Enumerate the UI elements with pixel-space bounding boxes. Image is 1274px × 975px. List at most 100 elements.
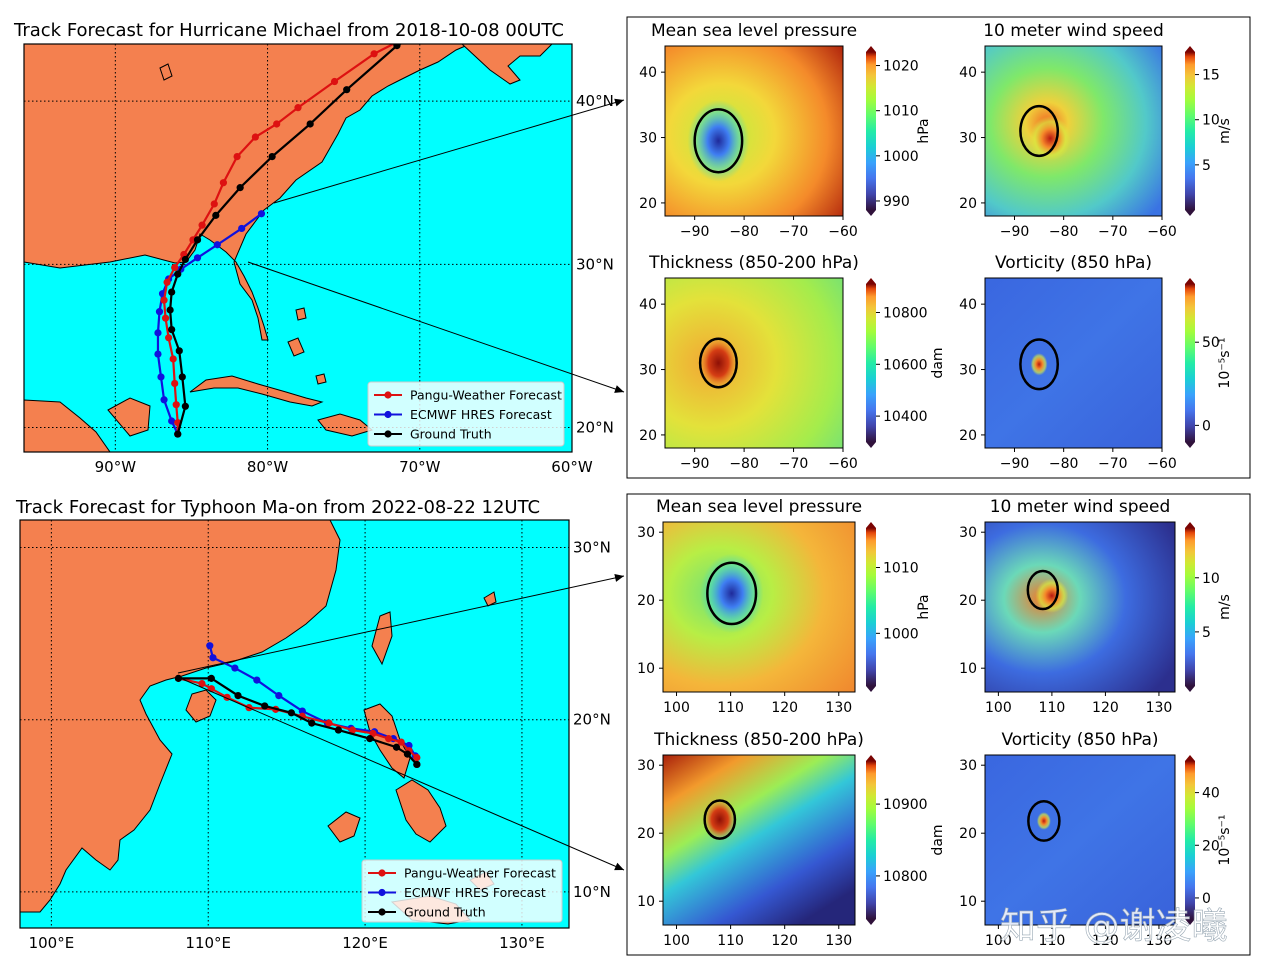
track-point [169, 355, 177, 363]
colorbar-gradient [866, 52, 876, 210]
warm-core [698, 336, 739, 390]
field-panel: Vorticity (850 hPa) −90 −80 −70 −60 20 30 40 0 50… [959, 253, 1233, 472]
y-tick-label: 20 [637, 593, 655, 609]
heatmap-field [985, 46, 1162, 216]
storm-circle [1019, 338, 1060, 391]
track-point [206, 642, 214, 650]
x-tick-label: −90 [1000, 456, 1030, 472]
legend-label: Ground Truth [410, 427, 492, 442]
colorbar-gradient [1185, 528, 1195, 686]
x-tick-label: 130°E [499, 934, 545, 952]
land [189, 375, 324, 407]
track-point [212, 211, 220, 219]
legend-marker [378, 869, 386, 877]
y-tick-label: 10°N [573, 883, 611, 901]
x-tick-label: 100 [663, 700, 690, 716]
x-tick-label: −60 [828, 224, 858, 240]
colorbar-extend-bottom [1185, 919, 1195, 925]
track-point [234, 691, 242, 700]
land [20, 520, 341, 913]
colorbar-extend-top [1185, 46, 1195, 52]
x-tick-label: 70°W [399, 458, 441, 476]
track-point [268, 153, 276, 161]
colorbar-gradient [866, 528, 876, 686]
field-panel: Mean sea level pressure 100 110 120 130 10 20 3… [637, 497, 932, 716]
x-tick-label: 60°W [551, 458, 593, 476]
y-tick-label: 30 [637, 758, 655, 774]
colorbar-tick-label: 10 [1202, 571, 1220, 587]
colorbar-tick-label: 1010 [883, 561, 919, 577]
track-map: Track Forecast for Typhoon Ma-on from 20… [15, 497, 611, 952]
x-tick-label: 110 [1039, 700, 1066, 716]
colorbar-tick-label: 10 [1202, 113, 1220, 129]
colorbar-extend-bottom [866, 919, 876, 925]
colorbar-tick-label: 10800 [883, 869, 928, 885]
track-point [174, 674, 183, 682]
colorbar-label: dam [930, 347, 946, 378]
x-tick-label: −90 [680, 456, 710, 472]
colorbar-gradient [866, 761, 876, 919]
legend [361, 859, 563, 923]
y-tick-label: 20 [639, 196, 657, 212]
colorbar-label: dam [930, 824, 946, 855]
colorbar-extend-top [866, 278, 876, 284]
land [371, 611, 393, 666]
track-point [193, 254, 202, 262]
land [483, 591, 497, 607]
colorbar-tick-label: 1000 [883, 626, 919, 642]
x-tick-label: −70 [779, 456, 809, 472]
track-point [160, 296, 168, 304]
connector-line [247, 261, 625, 393]
track-point [174, 430, 182, 438]
track-point [413, 760, 421, 769]
track-point [181, 255, 189, 264]
colorbar-tick-label: 1020 [883, 59, 919, 75]
vorticity-max [1036, 812, 1051, 830]
x-tick-label: 110 [717, 700, 744, 716]
track-point [463, 3, 470, 10]
map-frame [19, 519, 570, 929]
y-tick-label: 10 [637, 661, 655, 677]
track-point [392, 743, 401, 751]
storm-circle [698, 337, 738, 389]
track-point [369, 729, 377, 738]
legend-label: Ground Truth [404, 905, 486, 920]
x-tick-label: 120 [771, 700, 798, 716]
land [327, 811, 361, 843]
heatmap [665, 278, 843, 448]
land [461, 44, 553, 85]
x-tick-label: −80 [1049, 224, 1079, 240]
track-point [193, 236, 202, 244]
legend-marker [378, 888, 386, 897]
track-point [154, 350, 162, 358]
panel-frame-bottom [626, 493, 1251, 956]
colorbar-tick-label: 20 [1202, 838, 1220, 854]
track-point [343, 86, 351, 94]
x-tick-label: 120 [1092, 933, 1119, 949]
x-tick-label: −60 [1147, 456, 1177, 472]
panel-axes [984, 277, 1163, 449]
track-point [393, 44, 401, 50]
colorbar: 10400 10600 10800 dam [866, 278, 946, 448]
x-tick-label: 130 [1146, 700, 1173, 716]
y-tick-label: 40 [959, 65, 977, 81]
x-tick-label: 120°E [342, 934, 388, 952]
panel-axes [662, 521, 856, 693]
legend-label: ECMWF HRES Forecast [410, 407, 552, 422]
storm-circle [706, 561, 758, 626]
colorbar-tick-label: 10900 [883, 797, 928, 813]
connector-line [179, 677, 625, 871]
panel-axes [664, 45, 844, 217]
colorbar: 0 20 40 10⁻⁵s⁻¹ [1185, 755, 1233, 925]
track-point [178, 373, 186, 381]
track-point [155, 308, 164, 316]
colorbar-label: m/s [1217, 594, 1233, 620]
heatmap [665, 46, 843, 216]
field-panel: Thickness (850-200 hPa) −90 −80 −70 −60 20 30 4… [639, 253, 946, 472]
y-tick-label: 20°N [576, 419, 614, 437]
track-point [403, 750, 412, 758]
x-tick-label: −70 [1098, 456, 1128, 472]
y-tick-label: 30 [639, 131, 657, 147]
legend-marker [384, 391, 392, 399]
